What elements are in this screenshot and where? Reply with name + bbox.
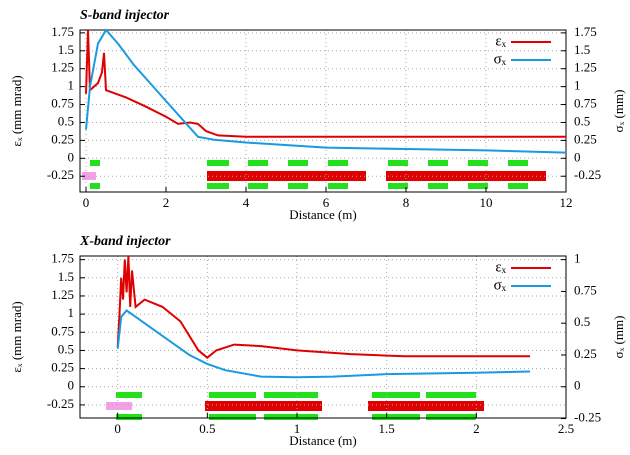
y2-axis-label: σₓ (mm) — [611, 316, 626, 359]
x-tick-label: 6 — [323, 195, 330, 210]
lattice-element — [90, 183, 100, 189]
x-tick-label: 1.5 — [379, 421, 395, 436]
chart-title: S-band injector — [80, 8, 170, 23]
x-axis-label: Distance (m) — [289, 433, 357, 448]
y-tick-label: 1.5 — [58, 269, 74, 284]
plot-frame — [79, 29, 567, 193]
y-tick-label: 0.75 — [51, 323, 74, 338]
lattice-element — [116, 414, 142, 420]
y2-tick-label: 0.75 — [574, 96, 597, 111]
y2-tick-label: 1 — [574, 78, 581, 93]
x-axis-label: Distance (m) — [289, 207, 357, 222]
lattice-top — [82, 160, 546, 189]
lattice-element — [205, 401, 322, 411]
x-tick-label: 8 — [403, 195, 410, 210]
y2-tick-label: 1 — [574, 251, 581, 266]
legend-label: εₓ — [495, 33, 506, 49]
lattice-element — [106, 402, 132, 410]
y-tick-label: 0 — [68, 378, 75, 393]
y-tick-label: 0 — [68, 149, 75, 164]
x-tick-label: 2 — [473, 421, 480, 436]
x-tick-label: 4 — [243, 195, 250, 210]
y-tick-label: 1.5 — [58, 42, 74, 57]
y-tick-label: 1.75 — [51, 24, 74, 39]
legend-label: εₓ — [495, 259, 506, 275]
y2-tick-label: 1.75 — [574, 24, 597, 39]
y-tick-label: 0.25 — [51, 360, 74, 375]
y2-tick-label: 1.5 — [574, 42, 590, 57]
y2-tick-label: 1.25 — [574, 60, 597, 75]
y2-tick-label: 0.25 — [574, 346, 597, 361]
y-tick-label: -0.25 — [47, 167, 74, 182]
y-tick-label: 1.25 — [51, 60, 74, 75]
y2-tick-label: 0.25 — [574, 131, 597, 146]
y-tick-label: 0.75 — [51, 96, 74, 111]
y-tick-label: 1.75 — [51, 251, 74, 266]
x-tick-label: 2.5 — [558, 421, 574, 436]
y-axis-label: εₓ (mm mrad) — [9, 75, 24, 146]
y-tick-label: 0.5 — [58, 341, 74, 356]
y2-tick-label: -0.25 — [574, 167, 601, 182]
series-line — [85, 28, 567, 154]
x-tick-label: 0 — [83, 195, 90, 210]
lattice-element — [90, 160, 100, 166]
lattice-element — [116, 392, 142, 398]
lattice-element — [207, 171, 366, 181]
x-tick-label: 1 — [294, 421, 301, 436]
x-tick-label: 0 — [114, 421, 121, 436]
y2-axis-label: σₓ (mm) — [611, 90, 626, 133]
x-tick-label: 2 — [163, 195, 170, 210]
y-tick-label: 1.25 — [51, 287, 74, 302]
y2-tick-label: 0 — [574, 378, 581, 393]
lattice-quads — [207, 160, 528, 189]
legend-label: σₓ — [494, 51, 507, 67]
y2-tick-label: 0.5 — [574, 113, 590, 128]
y2-tick-label: 0.5 — [574, 314, 590, 329]
y-tick-label: 1 — [68, 78, 75, 93]
series-line — [85, 29, 566, 138]
y-tick-label: 1 — [68, 305, 75, 320]
x-tick-label: 10 — [480, 195, 493, 210]
series-line — [116, 255, 531, 359]
lattice-element — [368, 401, 484, 411]
x-tick-label: 12 — [560, 195, 573, 210]
lattice-bottom — [106, 392, 484, 420]
y-tick-label: 0.25 — [51, 131, 74, 146]
lattice-element — [386, 171, 546, 181]
x-tick-label: 0.5 — [199, 421, 215, 436]
lattice-quads — [209, 392, 476, 420]
y2-tick-label: 0.75 — [574, 282, 597, 297]
y2-tick-label: -0.25 — [574, 410, 601, 425]
plot-frame — [79, 255, 567, 419]
legend-label: σₓ — [494, 277, 507, 293]
chart-title: X-band injector — [79, 234, 171, 249]
y-tick-label: 0.5 — [58, 113, 74, 128]
y2-tick-label: 0 — [574, 149, 581, 164]
y-axis-label: εₓ (mm mrad) — [9, 301, 24, 372]
series-line — [116, 309, 531, 379]
y-tick-label: -0.25 — [47, 396, 74, 411]
